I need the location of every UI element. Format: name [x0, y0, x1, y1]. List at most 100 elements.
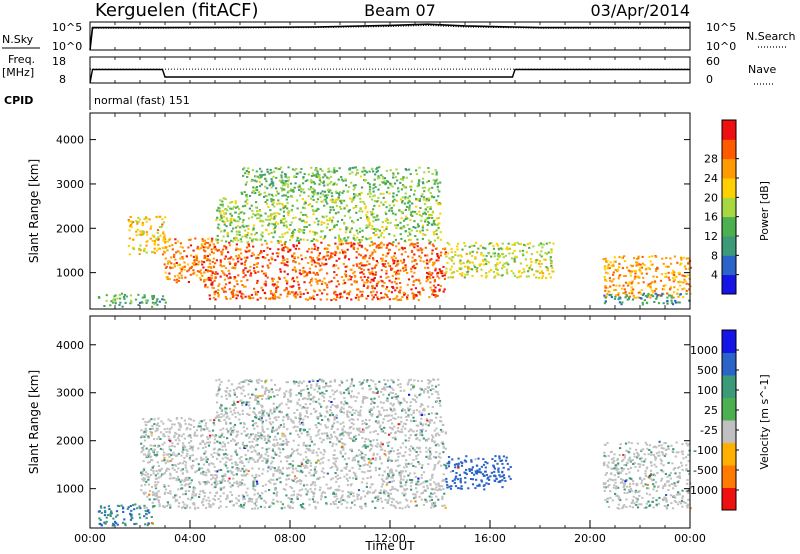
power-cell — [312, 199, 315, 201]
power-cell — [281, 249, 284, 251]
power-cell — [284, 194, 287, 197]
power-cell — [381, 221, 384, 224]
power-cell — [373, 266, 376, 269]
velocity-cell — [374, 429, 377, 432]
power-cell — [259, 252, 262, 255]
velocity-cell — [356, 498, 359, 501]
power-cell — [284, 184, 287, 187]
power-cell — [295, 167, 298, 170]
power-cell — [305, 288, 308, 291]
velocity-cell — [145, 512, 148, 515]
power-cell — [146, 217, 149, 220]
velocity-cell — [347, 433, 350, 436]
power-cell — [226, 219, 229, 222]
power-cell — [416, 238, 419, 241]
velocity-cell — [378, 426, 381, 429]
velocity-cell — [346, 501, 349, 504]
velocity-cell — [143, 453, 146, 456]
power-cell — [316, 232, 319, 235]
power-cell — [473, 264, 476, 267]
velocity-cell — [291, 451, 294, 454]
power-cell — [664, 272, 667, 275]
power-cell — [688, 283, 691, 286]
velocity-cell — [145, 506, 148, 509]
power-cell — [427, 272, 430, 275]
power-cell — [278, 179, 281, 182]
velocity-cell — [321, 461, 325, 464]
velocity-cell — [300, 463, 304, 465]
power-cell — [265, 195, 268, 197]
velocity-cell — [415, 429, 418, 432]
velocity-cell — [145, 471, 148, 474]
power-cell — [334, 200, 337, 203]
power-cell — [129, 294, 132, 297]
power-cell — [333, 169, 336, 172]
velocity-cell — [419, 433, 422, 436]
power-cell — [673, 255, 676, 258]
velocity-cell — [186, 504, 189, 507]
velocity-cell — [411, 479, 414, 481]
power-cell — [490, 269, 493, 272]
power-cell — [372, 279, 375, 282]
power-cell — [552, 242, 555, 245]
power-cell — [356, 293, 359, 296]
power-cell — [240, 258, 243, 261]
velocity-cell — [149, 430, 152, 433]
velocity-cell — [254, 435, 257, 438]
velocity-cell — [207, 481, 210, 484]
power-cell — [547, 251, 550, 254]
velocity-cell — [401, 470, 404, 473]
power-cell — [298, 184, 301, 187]
power-cell — [347, 292, 350, 295]
colorbar-swatch-6 — [722, 158, 736, 179]
velocity-cell — [319, 462, 322, 465]
power-cell — [395, 199, 398, 202]
power-cell — [295, 239, 299, 242]
power-cell — [230, 230, 233, 233]
power-cell — [323, 195, 326, 198]
power-cell — [402, 176, 405, 179]
power-cell — [445, 270, 448, 273]
velocity-cell — [142, 479, 145, 482]
power-cell — [360, 239, 363, 242]
power-cell — [223, 286, 226, 289]
power-cell — [431, 172, 434, 175]
power-cell — [437, 226, 440, 229]
power-cell — [273, 296, 277, 299]
power-cell — [672, 280, 675, 283]
power-cell — [609, 279, 612, 282]
power-cell — [433, 289, 436, 292]
power-cell — [378, 229, 381, 232]
power-cell — [401, 246, 404, 249]
velocity-cell — [184, 507, 187, 510]
velocity-cell — [178, 424, 181, 427]
velocity-cell — [269, 423, 273, 426]
power-cell — [234, 200, 237, 203]
power-cell — [478, 263, 481, 266]
power-cell — [349, 241, 352, 244]
velocity-cell — [410, 429, 413, 432]
power-cell — [234, 264, 237, 267]
velocity-cell — [184, 483, 188, 486]
velocity-cell — [434, 444, 437, 447]
velocity-cell — [151, 427, 155, 430]
power-cell — [376, 214, 379, 217]
velocity-cell — [126, 507, 129, 510]
power-cell — [264, 177, 267, 180]
velocity-cell — [170, 426, 173, 429]
velocity-cell — [437, 484, 440, 487]
velocity-cell — [414, 495, 417, 498]
velocity-cell — [121, 521, 125, 524]
power-cell — [228, 241, 231, 244]
power-cell — [278, 202, 281, 205]
power-cell — [356, 194, 359, 197]
power-cell — [399, 259, 402, 262]
velocity-cell — [348, 496, 351, 499]
power-cell — [228, 244, 231, 247]
velocity-cell — [197, 468, 201, 471]
power-cell — [365, 279, 368, 281]
power-cell — [448, 257, 451, 260]
power-cell — [294, 291, 297, 294]
power-cell — [635, 261, 638, 264]
velocity-cell — [161, 448, 164, 451]
